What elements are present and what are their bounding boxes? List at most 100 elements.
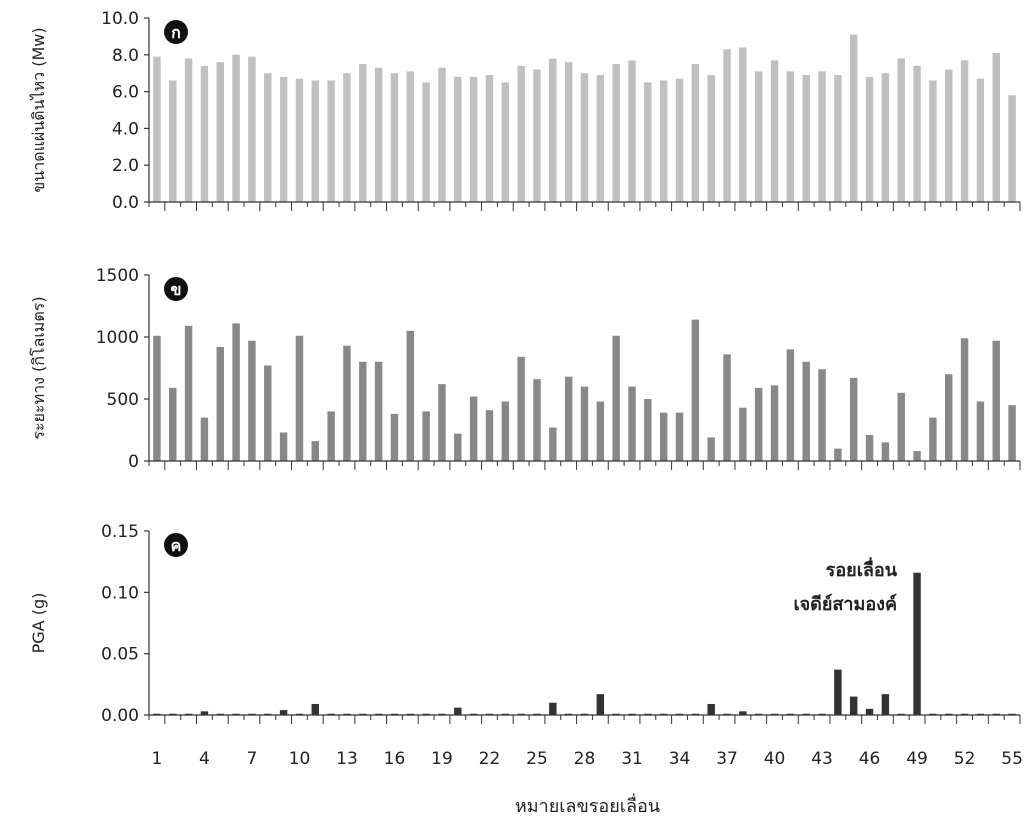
bar-p1-fault-52 (960, 60, 969, 202)
bar-p1-fault-43 (818, 71, 826, 202)
bar-p3-fault-33 (659, 713, 668, 715)
y-tick-label-p2: 0 (128, 452, 139, 472)
bar-p3-fault-52 (960, 713, 969, 715)
bar-p2-fault-31 (628, 386, 636, 461)
bar-p1-fault-37 (723, 49, 731, 202)
bar-p3-fault-34 (675, 713, 684, 715)
x-tick-label: 52 (954, 749, 976, 769)
bar-p3-fault-32 (644, 713, 652, 715)
bar-p3-fault-43 (818, 713, 826, 715)
bar-p2-fault-15 (374, 361, 383, 461)
bar-p3-fault-55 (1008, 713, 1016, 715)
x-tick-label: 28 (574, 749, 596, 769)
bar-p1-fault-11 (311, 80, 319, 202)
bar-p1-fault-25 (533, 69, 541, 203)
bar-p1-fault-23 (501, 82, 510, 202)
bar-p2-fault-48 (897, 392, 905, 461)
bar-p2-fault-46 (865, 434, 874, 461)
x-tick-label: 55 (1001, 749, 1023, 769)
annotation-line-1: รอยเลื่อน (826, 557, 898, 581)
bar-p3-fault-27 (564, 713, 573, 715)
bar-p1-fault-55 (1008, 95, 1016, 202)
bar-p2-fault-38 (739, 407, 747, 461)
bar-p1-fault-38 (739, 47, 747, 202)
bar-p1-fault-32 (644, 82, 652, 202)
bar-p3-fault-17 (406, 713, 415, 715)
bar-p2-fault-12 (327, 411, 335, 461)
bar-p1-fault-13 (343, 73, 351, 202)
bar-p3-fault-25 (533, 713, 541, 715)
bar-p3-fault-44 (834, 669, 842, 715)
bar-p1-fault-53 (976, 78, 985, 202)
bar-p1-fault-7 (248, 56, 256, 202)
bar-p2-fault-47 (881, 442, 890, 461)
y-tick-label-p3: 0.00 (101, 706, 139, 726)
bar-p2-fault-28 (580, 386, 589, 461)
bar-p3-fault-35 (691, 713, 700, 715)
panel-badge-p1 (164, 20, 188, 44)
bar-p1-fault-26 (549, 58, 557, 203)
bar-p1-fault-42 (802, 75, 810, 202)
bar-p3-fault-22 (485, 713, 494, 715)
bar-p3-fault-18 (422, 713, 430, 715)
bar-p2-fault-36 (707, 437, 715, 461)
bar-p3-fault-38 (739, 711, 747, 715)
bar-p2-fault-13 (343, 345, 351, 461)
y-tick-label-p3: 0.10 (101, 583, 139, 603)
y-tick-label-p2: 500 (107, 390, 139, 410)
bar-p2-fault-33 (659, 412, 668, 461)
bar-p3-fault-40 (770, 713, 779, 715)
bar-p2-fault-21 (469, 396, 478, 461)
bar-p3-fault-48 (897, 713, 905, 715)
bar-p2-fault-19 (438, 384, 446, 461)
bar-p3-fault-39 (754, 713, 763, 715)
y-axis-title-p3: PGA (g) (29, 593, 48, 654)
y-tick-label-p1: 8.0 (112, 46, 139, 66)
bar-p2-fault-22 (485, 410, 494, 461)
bar-p2-fault-10 (295, 335, 304, 461)
bar-p3-fault-36 (707, 703, 715, 715)
bar-p3-fault-19 (438, 713, 446, 715)
bar-p3-fault-41 (786, 713, 795, 715)
bar-p2-fault-42 (802, 361, 810, 461)
x-tick-label: 22 (479, 749, 501, 769)
bar-p2-fault-52 (960, 338, 969, 461)
bar-p3-fault-15 (374, 713, 383, 715)
bar-p2-fault-53 (976, 401, 985, 461)
bar-p3-fault-24 (517, 713, 525, 715)
y-tick-label-p3: 0.05 (101, 645, 139, 665)
bar-p1-fault-45 (850, 34, 858, 203)
bar-p3-fault-31 (628, 713, 636, 715)
bar-p1-fault-50 (929, 80, 937, 202)
bar-p3-fault-46 (865, 708, 874, 715)
bar-p1-fault-40 (770, 60, 779, 202)
bar-p2-fault-24 (517, 356, 525, 461)
bar-p3-fault-42 (802, 713, 810, 715)
y-tick-label-p1: 0.0 (112, 193, 139, 213)
panel-letter-p2: ข (171, 280, 182, 299)
panel-letter-p1: ก (171, 23, 181, 42)
bar-p1-fault-33 (659, 80, 668, 202)
bar-p2-fault-7 (248, 340, 256, 461)
bar-p1-fault-44 (834, 75, 842, 202)
bar-p1-fault-5 (216, 62, 224, 202)
bar-p2-fault-37 (723, 354, 731, 461)
bar-p3-fault-50 (929, 713, 937, 715)
bar-p1-fault-27 (564, 62, 573, 202)
y-tick-label-p1: 4.0 (112, 119, 139, 139)
bar-p3-fault-5 (216, 713, 224, 715)
bar-p3-fault-4 (200, 711, 209, 715)
x-tick-label: 4 (199, 749, 210, 769)
bar-p1-fault-19 (438, 67, 446, 203)
bar-p3-fault-10 (295, 713, 304, 715)
bar-p2-fault-39 (754, 387, 763, 461)
bar-p1-fault-16 (390, 73, 399, 202)
x-tick-label: 7 (247, 749, 258, 769)
bar-p1-fault-47 (881, 73, 890, 202)
bar-p1-fault-2 (169, 80, 177, 202)
bar-p2-fault-4 (200, 417, 209, 461)
bar-p2-fault-25 (533, 379, 541, 461)
bar-p3-fault-20 (454, 707, 462, 715)
bar-p1-fault-3 (184, 58, 193, 203)
bar-p3-fault-3 (184, 713, 193, 715)
